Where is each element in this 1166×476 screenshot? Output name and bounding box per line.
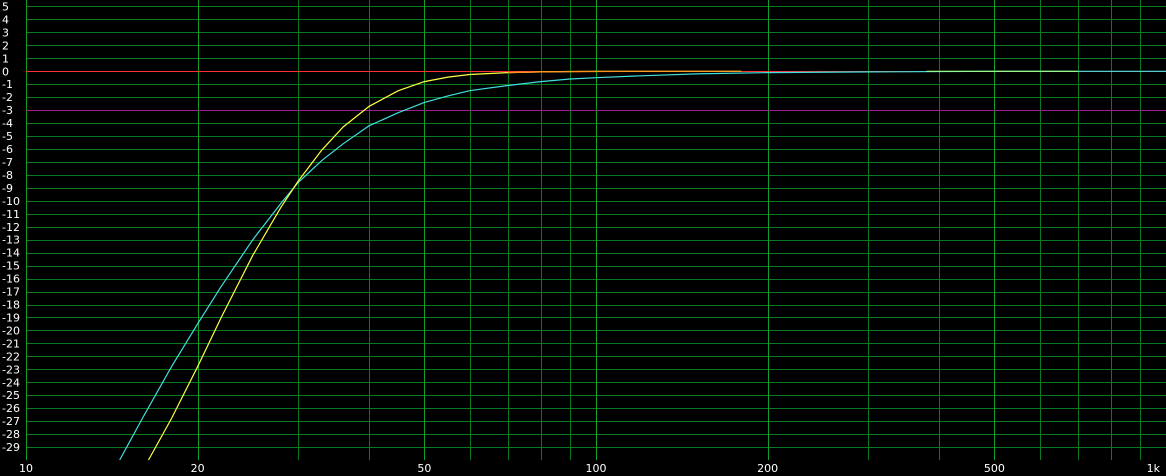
y-tick-label: -4 — [2, 117, 13, 130]
x-tick-label: 500 — [984, 462, 1005, 475]
y-tick-label: -9 — [2, 182, 13, 195]
y-tick-label: 1 — [2, 52, 9, 65]
y-tick-label: -16 — [2, 273, 20, 286]
y-tick-label: -13 — [2, 234, 20, 247]
y-tick-label: -26 — [2, 402, 20, 415]
y-tick-label: -10 — [2, 195, 20, 208]
y-tick-label: -28 — [2, 428, 20, 441]
y-tick-label: -24 — [2, 376, 20, 389]
x-tick-label: 20 — [191, 462, 205, 475]
y-tick-label: -20 — [2, 324, 20, 337]
y-tick-label: -18 — [2, 299, 20, 312]
y-tick-label: -15 — [2, 260, 20, 273]
y-tick-label: -27 — [2, 415, 20, 428]
x-tick-label: 200 — [757, 462, 778, 475]
y-tick-label: -23 — [2, 363, 20, 376]
curves — [119, 70, 1166, 461]
y-tick-label: -6 — [2, 143, 13, 156]
series-line-1 — [119, 70, 1166, 461]
y-tick-label: -8 — [2, 169, 13, 182]
y-axis-ticks: 543210-1-2-3-4-5-6-7-8-9-10-11-12-13-14-… — [2, 0, 20, 454]
y-tick-label: -3 — [2, 104, 13, 117]
y-tick-label: -21 — [2, 337, 20, 350]
y-tick-label: -17 — [2, 286, 20, 299]
y-tick-label: -25 — [2, 389, 20, 402]
y-tick-label: 5 — [2, 0, 9, 13]
y-tick-label: -29 — [2, 441, 20, 454]
y-tick-label: -5 — [2, 130, 13, 143]
series-line-3 — [507, 70, 742, 74]
y-tick-label: -22 — [2, 350, 20, 363]
x-tick-label: 1k — [1147, 462, 1161, 475]
y-tick-label: 4 — [2, 13, 9, 26]
x-axis-ticks: 10 20 50 100 200 500 1k — [19, 462, 1161, 475]
x-tick-label: 10 — [19, 462, 33, 475]
y-tick-label: 0 — [2, 65, 9, 78]
y-tick-label: -12 — [2, 221, 20, 234]
y-tick-label: -11 — [2, 208, 20, 221]
y-tick-label: -2 — [2, 91, 13, 104]
x-tick-label: 100 — [586, 462, 607, 475]
y-tick-label: -7 — [2, 156, 13, 169]
y-tick-label: -14 — [2, 247, 20, 260]
y-tick-label: 2 — [2, 39, 9, 52]
y-tick-label: 3 — [2, 26, 9, 39]
x-tick-label: 50 — [417, 462, 431, 475]
y-tick-label: -19 — [2, 311, 20, 324]
y-tick-label: -1 — [2, 78, 13, 91]
